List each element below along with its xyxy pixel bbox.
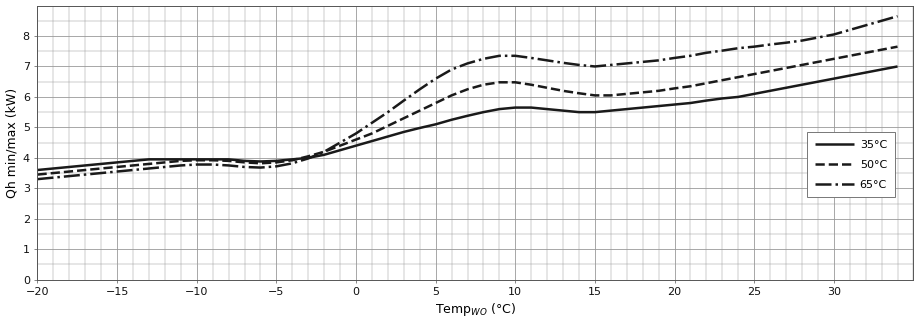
65°C (191, 163, 202, 167)
35°C (239, 159, 250, 163)
65°C (128, 168, 139, 172)
Line: 50°C: 50°C (38, 47, 898, 175)
Y-axis label: Qh min/max (kW): Qh min/max (kW) (6, 87, 18, 198)
35°C (876, 68, 887, 72)
50°C (350, 138, 361, 142)
Line: 35°C: 35°C (38, 66, 898, 170)
50°C (239, 160, 250, 164)
50°C (128, 164, 139, 168)
35°C (350, 144, 361, 148)
35°C (797, 83, 808, 87)
50°C (797, 63, 808, 67)
Legend: 35°C, 50°C, 65°C: 35°C, 50°C, 65°C (808, 132, 895, 197)
35°C (32, 168, 43, 172)
Line: 65°C: 65°C (38, 16, 898, 179)
X-axis label: Temp$_{WO}$ (°C): Temp$_{WO}$ (°C) (435, 301, 516, 318)
50°C (191, 158, 202, 162)
65°C (239, 165, 250, 169)
65°C (876, 19, 887, 23)
35°C (892, 64, 903, 68)
50°C (876, 48, 887, 52)
65°C (32, 177, 43, 181)
35°C (191, 157, 202, 161)
50°C (892, 45, 903, 49)
65°C (892, 14, 903, 18)
65°C (797, 39, 808, 42)
35°C (128, 159, 139, 163)
65°C (350, 132, 361, 135)
50°C (32, 173, 43, 177)
